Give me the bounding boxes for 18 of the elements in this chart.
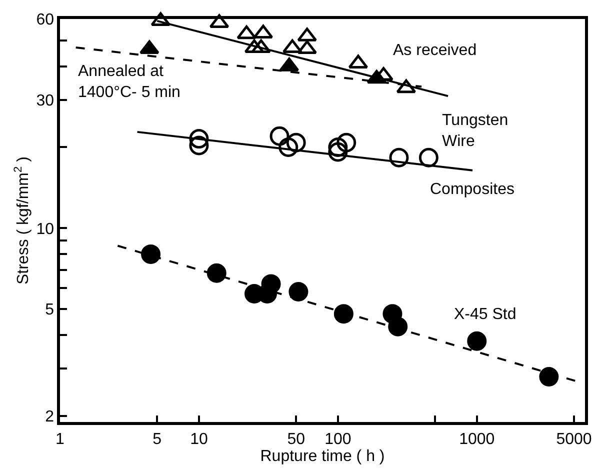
x-tick-label: 10 (190, 430, 208, 448)
y-tick-label: 5 (45, 302, 54, 319)
x-tick-label: 5 (152, 430, 162, 448)
x-tick-label: 1000 (459, 430, 495, 448)
y-tick-label: 60 (36, 12, 54, 29)
y-tick-label: 30 (36, 92, 54, 110)
series-label: Composites (430, 181, 514, 198)
annotation: Tungsten Wire (442, 112, 508, 150)
x-axis-title: Rupture time ( h ) (260, 448, 385, 465)
x-tick-label: 100 (324, 430, 352, 448)
series-label: Annealed at 1400°C- 5 min (78, 63, 180, 101)
series-label: As received (393, 42, 477, 59)
y-tick-label: 2 (45, 408, 54, 426)
series-label: X-45 Std (454, 306, 516, 323)
x-tick-label: 1 (56, 430, 65, 448)
x-tick-label: 5000 (556, 430, 592, 448)
y-tick-label: 10 (36, 220, 54, 238)
x-tick-label: 50 (287, 430, 306, 448)
